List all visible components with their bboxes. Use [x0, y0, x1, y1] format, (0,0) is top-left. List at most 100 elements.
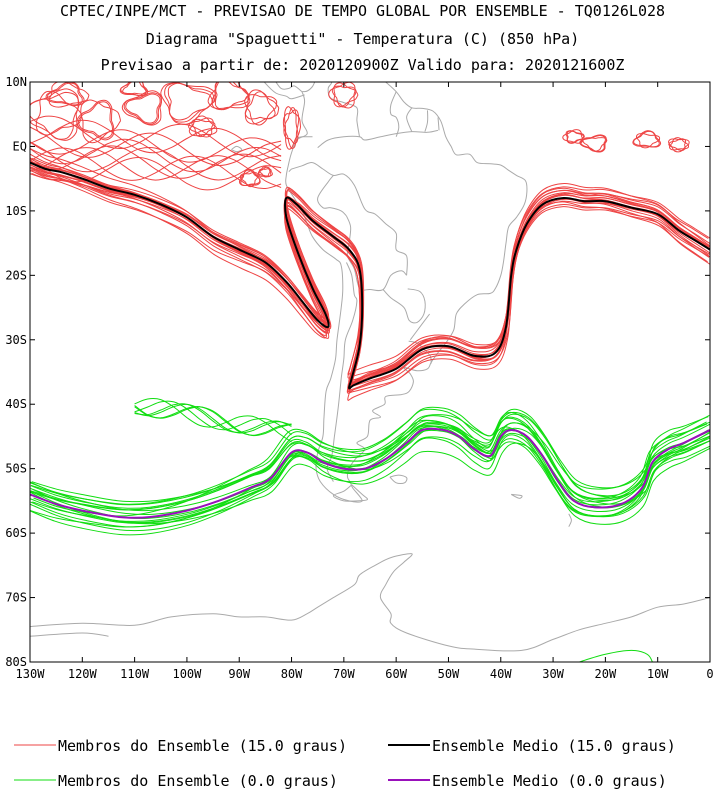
x-tick-label: 20W: [595, 667, 617, 681]
member-line-0: [30, 419, 708, 528]
member-line-0: [31, 415, 710, 518]
coastline: [327, 82, 360, 137]
member-contour-blob: [240, 169, 261, 187]
member-contour-blob: [632, 130, 662, 148]
ensemble-mean-layer: [30, 161, 710, 519]
member-contour-blob: [167, 82, 214, 121]
title-line-1: CPTEC/INPE/MCT - PREVISAO DE TEMPO GLOBA…: [59, 2, 666, 20]
member-line-15: [30, 141, 282, 181]
member-line-0: [134, 405, 292, 436]
coastline: [346, 215, 407, 292]
title-line-3: Previsao a partir de: 2020120900Z Valido…: [100, 56, 625, 74]
coastline: [291, 162, 408, 276]
member-contour-blob: [566, 130, 585, 144]
member-line-15: [30, 147, 282, 190]
coastline-layer: [30, 82, 710, 652]
y-tick-label: 50S: [5, 462, 27, 476]
member-contour-blob: [238, 168, 261, 187]
member-line-15: [30, 145, 282, 179]
member-contour-blob: [257, 166, 273, 177]
member-contour-blob: [211, 82, 250, 111]
member-line-15: [30, 153, 709, 401]
x-tick-label: 50W: [438, 667, 460, 681]
y-tick-label: 40S: [5, 397, 27, 411]
legend-label-mean15: Ensemble Medio (15.0 graus): [432, 737, 676, 755]
axis-layer: 130W 120W 110W 100W 90W 80W 70W 60W 50W 40W 30W 20W…: [5, 75, 713, 681]
coastline: [317, 129, 439, 149]
coastline: [437, 117, 440, 131]
member-line-0: [30, 425, 710, 512]
coastline: [389, 91, 400, 137]
member-line-0: [134, 403, 292, 434]
x-tick-label: 100W: [172, 667, 202, 681]
x-tick-label: 70W: [333, 667, 355, 681]
member-contour-blob: [123, 92, 162, 125]
y-tick-label: 10N: [5, 75, 27, 89]
member-contour-blob: [244, 91, 276, 120]
x-tick-label: 80W: [281, 667, 303, 681]
plot-frame: [29, 81, 711, 663]
x-tick-label: 0: [706, 667, 713, 681]
coastline: [317, 175, 347, 217]
member-contour-blob: [164, 82, 215, 123]
mean-line-0: [30, 427, 710, 519]
member-line-15: [30, 156, 282, 191]
member-contour-blob: [562, 129, 584, 144]
member-line-0: [30, 432, 710, 524]
coastline: [568, 513, 572, 527]
coastline: [409, 313, 430, 341]
coastline: [424, 110, 429, 132]
member-line-0: [30, 420, 710, 509]
x-tick-label: 30W: [542, 667, 564, 681]
member-contour-blob: [565, 130, 585, 144]
member-contour-blob: [35, 90, 83, 136]
member-line-15: [30, 119, 282, 162]
member-line-15: [30, 166, 710, 387]
y-tick-label: 30S: [5, 333, 27, 347]
member-contour-blob: [582, 137, 608, 152]
y-tick-label: EQ: [13, 139, 27, 153]
member-line-15: [30, 126, 282, 167]
member-contour-blob: [214, 82, 249, 111]
member-contour-blob: [207, 82, 251, 109]
member-line-15: [31, 172, 710, 394]
member-contour-blob: [47, 82, 83, 106]
member-contour-blob: [282, 109, 300, 149]
member-contour-blob: [30, 88, 79, 141]
member-contour-blob: [121, 90, 163, 126]
x-tick-label: 40W: [490, 667, 512, 681]
member-contour-blob: [80, 99, 122, 144]
member-contour-blob: [257, 166, 272, 178]
member-contour-blob: [122, 82, 148, 95]
member-contour-blob: [667, 138, 690, 153]
coastline: [30, 553, 710, 652]
member-contour-blob: [188, 115, 218, 137]
coastline: [288, 168, 292, 172]
member-contour-blob: [635, 132, 661, 149]
legend-label-mean0: Ensemble Medio (0.0 graus): [432, 772, 667, 790]
x-tick-label: 10W: [647, 667, 669, 681]
coastline: [231, 145, 243, 153]
x-tick-label: 60W: [385, 667, 407, 681]
mean-line-15: [30, 161, 710, 390]
legend: Membros do Ensemble (15.0 graus) Ensembl…: [14, 737, 676, 790]
coastline: [406, 107, 413, 132]
member-contour-blob: [333, 82, 359, 108]
member-line-0: [134, 398, 292, 443]
member-line-15: [30, 129, 282, 163]
ensemble-members-layer: [30, 82, 710, 662]
y-tick-label: 10S: [5, 204, 27, 218]
member-contour-blob: [125, 93, 161, 124]
coastline: [382, 288, 426, 324]
member-line-0: [32, 411, 710, 522]
member-contour-blob: [284, 106, 301, 150]
member-contour-blob: [244, 89, 280, 125]
member-contour-blob: [119, 82, 149, 97]
member-line-15: [30, 147, 282, 188]
member-contour-blob: [30, 91, 80, 140]
member-contour-blob: [328, 82, 356, 109]
member-line-0: [33, 417, 710, 517]
coastline: [275, 82, 303, 93]
coastline: [389, 474, 408, 485]
